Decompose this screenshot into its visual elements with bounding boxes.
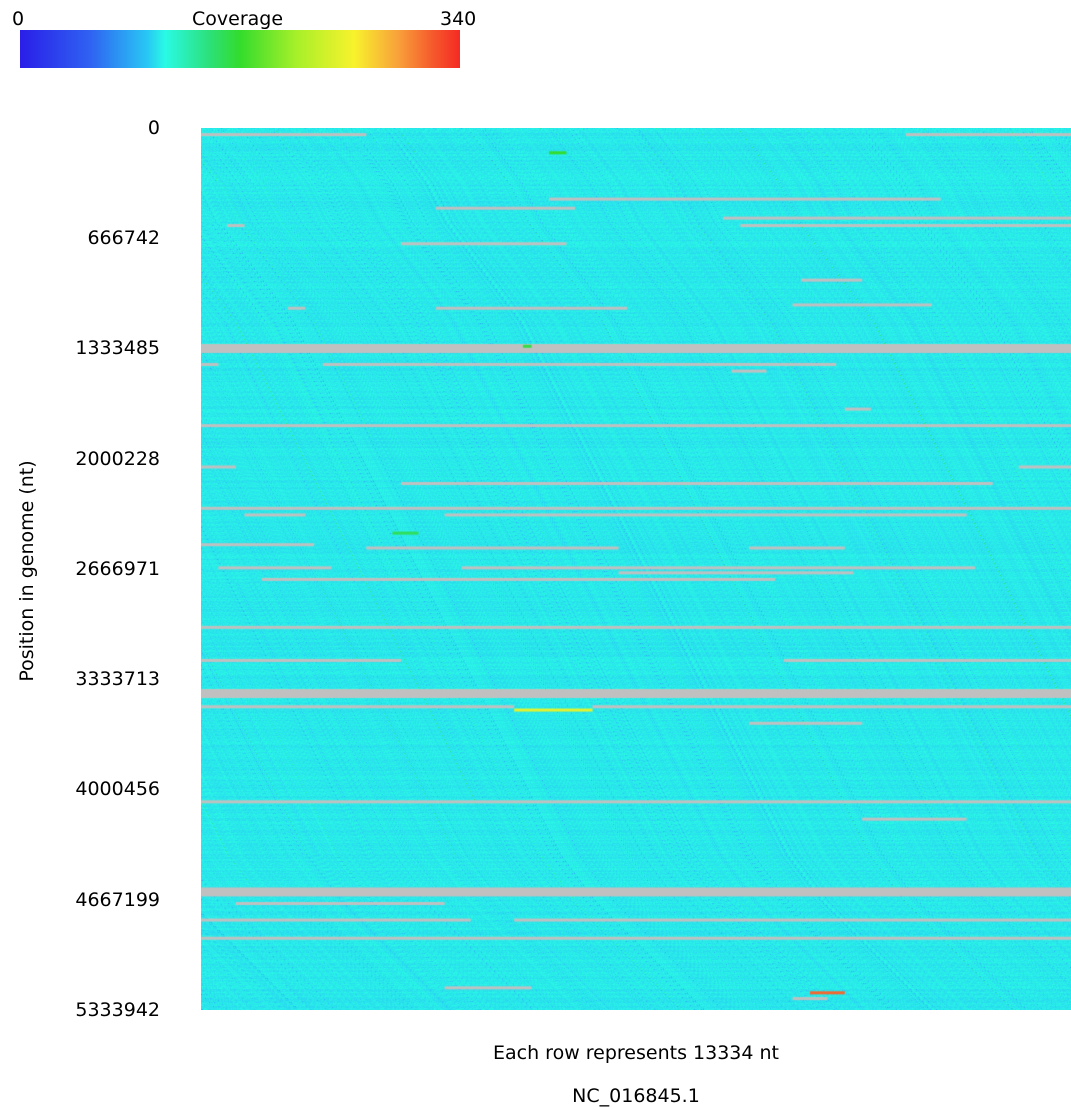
colorbar-title: Coverage [192,8,284,30]
y-axis-label: Position in genome (nt) [16,460,38,682]
y-tick-label: 3333713 [75,668,160,691]
sequence-id-caption: NC_016845.1 [572,1085,700,1107]
y-tick-label: 0 [147,117,160,139]
y-tick-label: 5333942 [75,999,160,1021]
colorbar [20,30,460,68]
colorbar-min-label: 0 [12,8,25,30]
colorbar-max-label: 340 [440,8,477,30]
x-axis-label: Each row represents 13334 nt [493,1042,779,1064]
y-tick-label: 666742 [87,227,160,250]
coverage-heatmap [201,128,1071,1010]
y-tick-label: 2666971 [75,558,160,580]
y-tick-label: 4667199 [75,888,160,911]
y-tick-label: 1333485 [75,337,160,360]
y-tick-label: 2000228 [75,447,160,470]
y-tick-label: 4000456 [75,778,160,801]
